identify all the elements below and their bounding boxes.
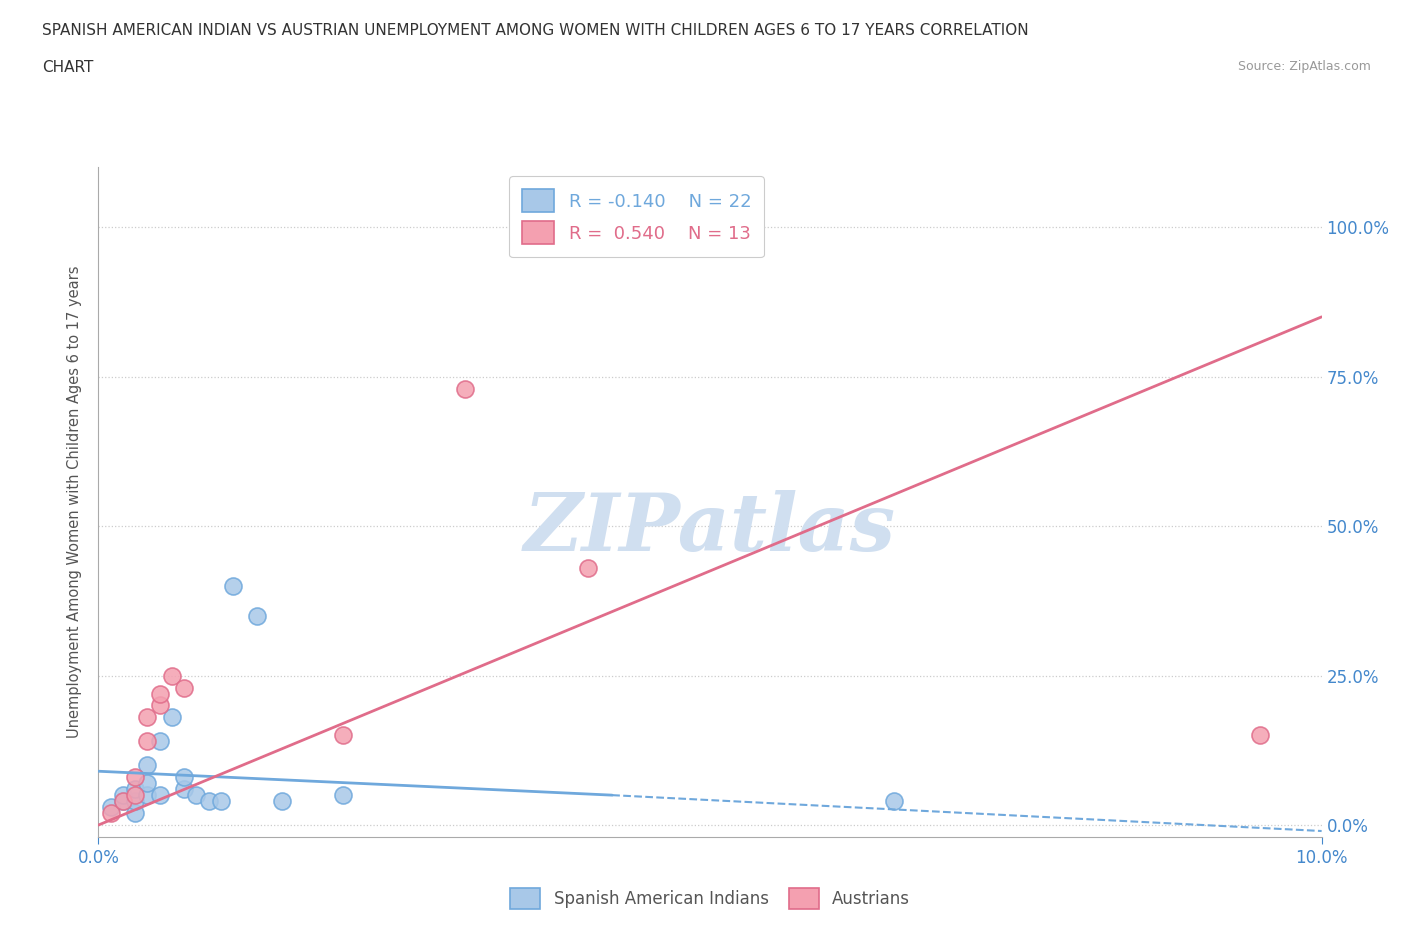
Point xyxy=(100,800,122,815)
Point xyxy=(332,788,354,803)
Point xyxy=(454,381,477,396)
Point xyxy=(160,668,183,683)
Point xyxy=(100,805,122,820)
Point xyxy=(186,788,208,803)
Point xyxy=(124,782,146,797)
Point xyxy=(111,788,134,803)
Point xyxy=(149,698,172,713)
Point xyxy=(136,758,159,773)
Point xyxy=(332,728,354,743)
Point xyxy=(136,776,159,790)
Point xyxy=(883,793,905,808)
Point xyxy=(173,770,195,785)
Point xyxy=(124,805,146,820)
Text: SPANISH AMERICAN INDIAN VS AUSTRIAN UNEMPLOYMENT AMONG WOMEN WITH CHILDREN AGES : SPANISH AMERICAN INDIAN VS AUSTRIAN UNEM… xyxy=(42,23,1029,38)
Point xyxy=(136,734,159,749)
Point xyxy=(136,788,159,803)
Point xyxy=(576,219,599,234)
Point xyxy=(111,793,134,808)
Y-axis label: Unemployment Among Women with Children Ages 6 to 17 years: Unemployment Among Women with Children A… xyxy=(67,266,83,738)
Text: CHART: CHART xyxy=(42,60,94,75)
Point xyxy=(124,793,146,808)
Point xyxy=(124,770,146,785)
Point xyxy=(124,788,146,803)
Point xyxy=(222,578,245,593)
Point xyxy=(111,793,134,808)
Point xyxy=(246,608,269,623)
Point xyxy=(149,734,172,749)
Point xyxy=(1249,728,1271,743)
Point xyxy=(209,793,232,808)
Point xyxy=(270,793,292,808)
Text: Source: ZipAtlas.com: Source: ZipAtlas.com xyxy=(1237,60,1371,73)
Point xyxy=(173,680,195,695)
Point xyxy=(576,561,599,576)
Point xyxy=(197,793,219,808)
Point xyxy=(160,710,183,724)
Point xyxy=(136,710,159,724)
Legend: Spanish American Indians, Austrians: Spanish American Indians, Austrians xyxy=(503,881,917,916)
Point xyxy=(173,782,195,797)
Text: ZIPatlas: ZIPatlas xyxy=(524,490,896,567)
Point xyxy=(149,686,172,701)
Point xyxy=(149,788,172,803)
